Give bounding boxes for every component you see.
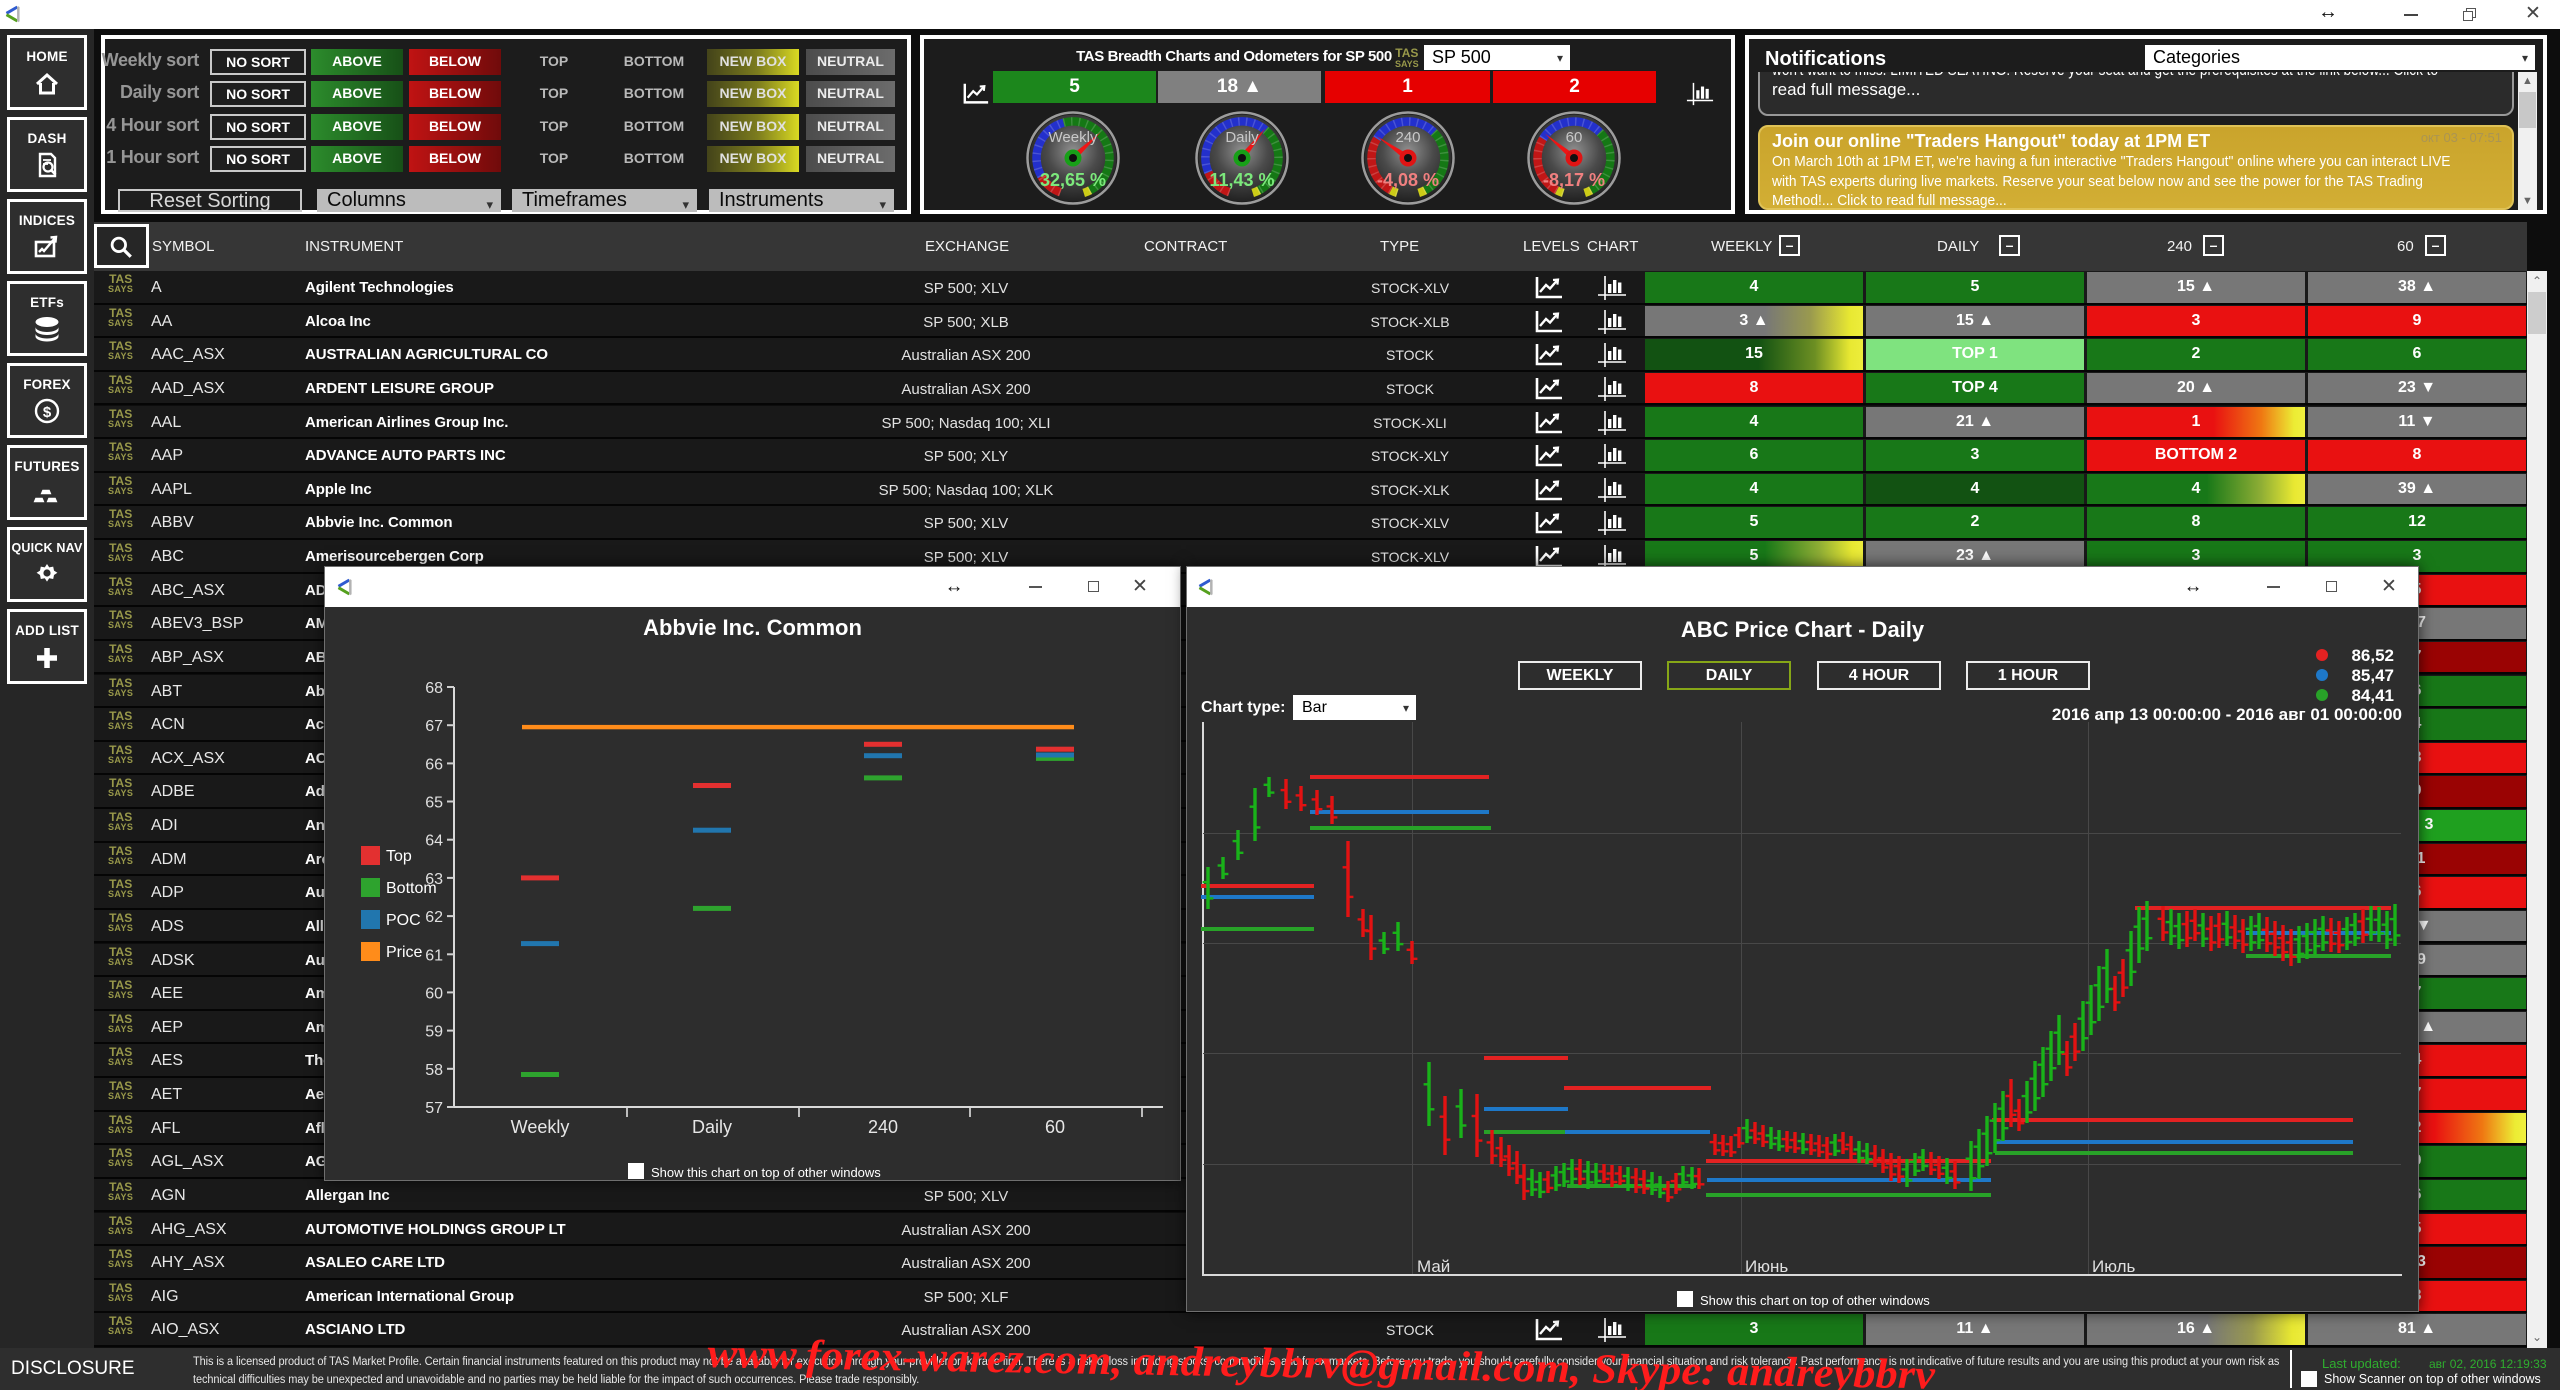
svg-text:POC: POC [386, 912, 421, 929]
svg-text:32,65 %: 32,65 % [1040, 170, 1106, 190]
svg-text:61: 61 [425, 947, 443, 964]
svg-text:63: 63 [425, 871, 443, 888]
svg-text:68: 68 [425, 680, 443, 697]
svg-text:59: 59 [425, 1024, 443, 1041]
svg-text:Daily: Daily [692, 1117, 732, 1137]
svg-text:67: 67 [425, 718, 443, 735]
svg-text:64: 64 [425, 833, 443, 850]
svg-text:Price: Price [386, 944, 423, 961]
svg-text:240: 240 [1395, 129, 1420, 146]
svg-text:240: 240 [868, 1117, 898, 1137]
svg-text:60: 60 [425, 985, 443, 1002]
svg-text:11,43 %: 11,43 % [1209, 170, 1274, 190]
svg-text:Weekly: Weekly [1049, 129, 1098, 146]
svg-text:60: 60 [1045, 1117, 1065, 1137]
svg-text:62: 62 [425, 909, 443, 926]
svg-text:Июнь: Июнь [1745, 1257, 1788, 1276]
svg-text:-4,08 %: -4,08 % [1377, 170, 1439, 190]
svg-text:Май: Май [1417, 1257, 1450, 1276]
svg-text:65: 65 [425, 795, 443, 812]
svg-text:$: $ [43, 404, 52, 421]
svg-text:Bottom: Bottom [386, 880, 437, 897]
svg-text:Top: Top [386, 848, 412, 865]
svg-text:57: 57 [425, 1100, 443, 1117]
svg-text:66: 66 [425, 756, 443, 773]
svg-text:Июль: Июль [2092, 1257, 2136, 1276]
svg-text:Weekly: Weekly [511, 1117, 570, 1137]
svg-text:60: 60 [1566, 129, 1583, 146]
svg-text:-8,17 %: -8,17 % [1543, 170, 1605, 190]
svg-text:Daily: Daily [1225, 129, 1259, 146]
svg-text:58: 58 [425, 1062, 443, 1079]
